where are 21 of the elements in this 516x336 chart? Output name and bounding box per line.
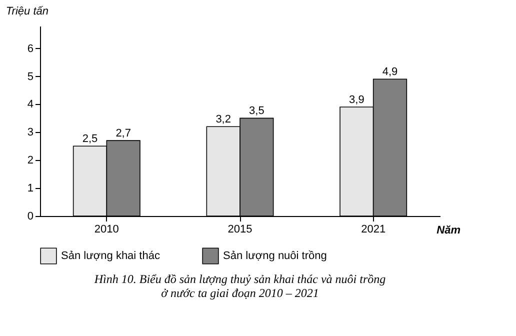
x-tick-label: 2021: [361, 224, 386, 236]
data-label: 3,9: [349, 94, 364, 106]
y-tick-label: 5: [27, 70, 34, 83]
y-tick-label: 4: [27, 98, 34, 111]
y-tick-label: 0: [27, 210, 34, 222]
legend-label: Sản lượng nuôi trồng: [223, 250, 327, 262]
y-axis-title: Triệu tấn: [6, 6, 48, 18]
data-label: 4,9: [382, 66, 398, 78]
y-tick-label: 3: [27, 126, 34, 139]
x-axis-title: Năm: [436, 224, 461, 236]
y-tick-label: 2: [27, 154, 34, 167]
x-tick-label: 2010: [94, 224, 119, 236]
text: Hình 10. Biểu đồ sản lượng thuỷ sản khai thác và nuôi trồng ở nước ta giai đoạn 2010 – 2021: [93, 272, 386, 300]
y-tick-label: 6: [27, 42, 34, 55]
data-label: 2,5: [82, 133, 98, 146]
y-tick-label: 1: [27, 182, 34, 195]
data-label: 2,7: [116, 128, 131, 140]
x-tick-label: 2015: [228, 224, 252, 236]
data-label: 3,5: [249, 105, 264, 118]
data-label: 3,2: [216, 114, 231, 126]
legend-label: Sản lượng khai thác: [61, 250, 160, 262]
